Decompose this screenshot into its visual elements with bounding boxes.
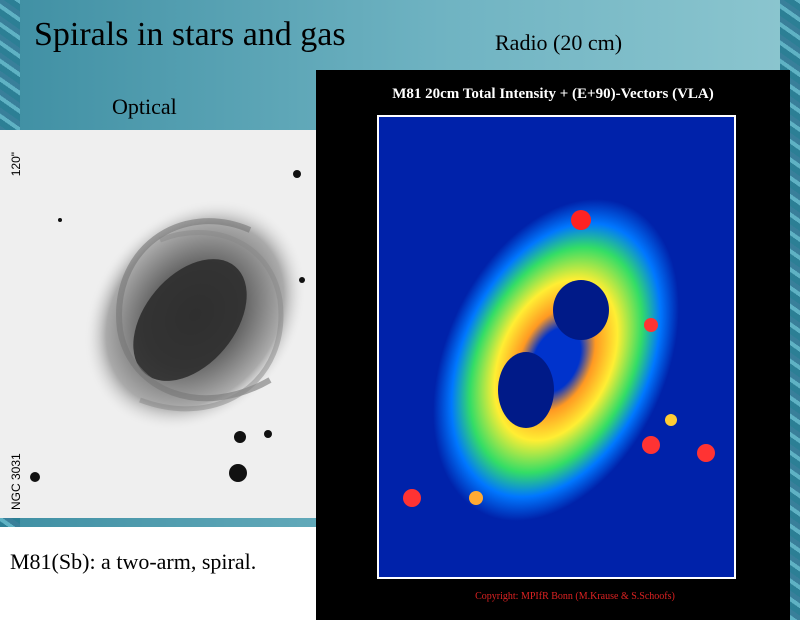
- caption: M81(Sb): a two-arm, spiral.: [10, 549, 257, 574]
- optical-image: 120" v = 124 NGC 3031 Sb(r) I-II: [0, 130, 368, 518]
- radio-copyright: Copyright: MPIfR Bonn (M.Krause & S.Scho…: [475, 591, 675, 602]
- scale-label: 120": [9, 152, 23, 176]
- radio-label: Radio (20 cm): [495, 30, 623, 55]
- slide-title: Spirals in stars and gas: [34, 16, 346, 53]
- name-label: NGC 3031: [9, 453, 23, 510]
- optical-label: Optical: [112, 94, 177, 119]
- radio-image: M81 20cm Total Intensity + (E+90)-Vector…: [316, 70, 790, 620]
- caption-box: M81(Sb): a two-arm, spiral.: [0, 527, 316, 620]
- radio-header: M81 20cm Total Intensity + (E+90)-Vector…: [392, 86, 714, 102]
